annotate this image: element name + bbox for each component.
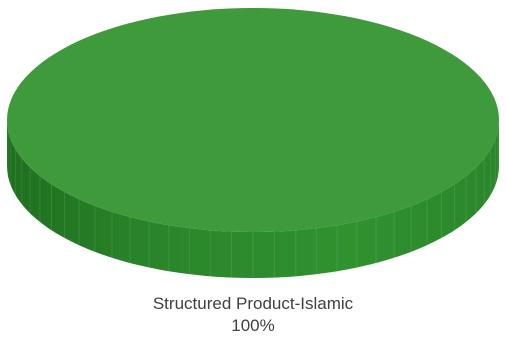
slice-label-name: Structured Product-Islamic — [152, 294, 354, 313]
pie-slice-0 — [7, 8, 499, 232]
slice-label-percent: 100% — [231, 316, 275, 335]
pie-side-wall — [7, 120, 499, 278]
pie-slices — [7, 8, 499, 278]
